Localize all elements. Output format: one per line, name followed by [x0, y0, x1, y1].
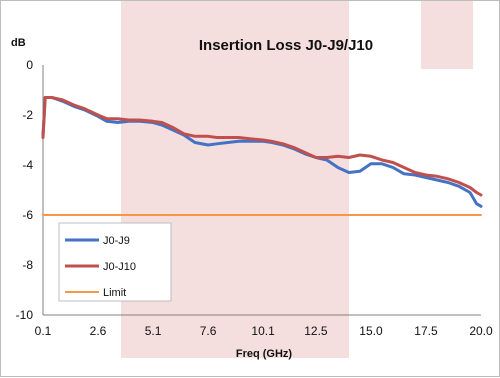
y-tick-label: 0 [26, 58, 33, 72]
x-axis-label: Freq (GHz) [236, 348, 293, 360]
legend-label: Limit [103, 287, 126, 299]
background-shading [121, 1, 473, 358]
x-tick-label: 15.0 [359, 324, 383, 338]
y-tick-label: -6 [22, 208, 33, 222]
x-tick-label: 20.0 [469, 324, 493, 338]
shade-rect-top [121, 1, 349, 121]
axes [42, 65, 481, 316]
y-tick-label: -10 [16, 308, 34, 322]
y-tick-label: -4 [22, 158, 33, 172]
legend: J0-J9 J0-J10 Limit [58, 222, 172, 302]
series-lines [41, 96, 483, 216]
y-tick-label: -2 [22, 108, 33, 122]
y-tick-label: -8 [22, 258, 33, 272]
legend-label: J0-J9 [103, 235, 130, 247]
chart-title: Insertion Loss J0-J9/J10 [199, 37, 373, 54]
legend-items: J0-J9 J0-J10 Limit [65, 235, 136, 299]
x-tick-label: 7.6 [200, 324, 217, 338]
x-tick-label: 0.1 [35, 324, 52, 338]
legend-box [58, 222, 172, 302]
x-tick-label: 2.6 [90, 324, 107, 338]
x-tick-label: 17.5 [414, 324, 438, 338]
x-tick-label: 10.1 [251, 324, 275, 338]
x-tick-label: 12.5 [304, 324, 328, 338]
shade-rect-right [421, 1, 473, 69]
tick-labels: 0.1 2.6 5.1 7.6 10.1 12.5 15.0 17.5 20.0 0 -2 -4 -6 -… [16, 58, 493, 338]
series-line-j0-j10 [41, 96, 483, 197]
legend-label: J0-J10 [103, 261, 136, 273]
x-tick-label: 5.1 [145, 324, 162, 338]
y-axis-label: dB [11, 37, 26, 49]
